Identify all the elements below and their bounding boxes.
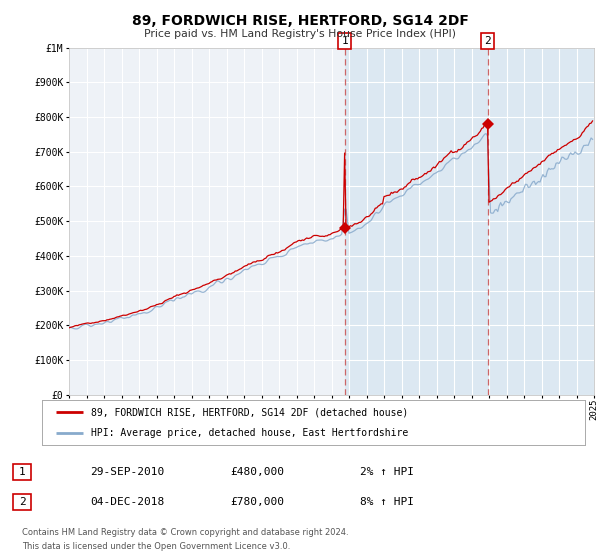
FancyBboxPatch shape — [13, 494, 31, 510]
Text: 1: 1 — [341, 36, 348, 46]
Text: 89, FORDWICH RISE, HERTFORD, SG14 2DF: 89, FORDWICH RISE, HERTFORD, SG14 2DF — [131, 14, 469, 28]
Text: £480,000: £480,000 — [230, 467, 284, 477]
Text: 2% ↑ HPI: 2% ↑ HPI — [360, 467, 414, 477]
Text: 89, FORDWICH RISE, HERTFORD, SG14 2DF (detached house): 89, FORDWICH RISE, HERTFORD, SG14 2DF (d… — [91, 408, 408, 418]
Text: HPI: Average price, detached house, East Hertfordshire: HPI: Average price, detached house, East… — [91, 428, 408, 438]
Bar — [344, 48, 594, 395]
Text: 29-SEP-2010: 29-SEP-2010 — [90, 467, 164, 477]
Text: £780,000: £780,000 — [230, 497, 284, 507]
Text: 2: 2 — [19, 497, 25, 507]
FancyBboxPatch shape — [13, 464, 31, 480]
Text: 04-DEC-2018: 04-DEC-2018 — [90, 497, 164, 507]
Text: 2: 2 — [484, 36, 491, 46]
Text: 8% ↑ HPI: 8% ↑ HPI — [360, 497, 414, 507]
Text: Price paid vs. HM Land Registry's House Price Index (HPI): Price paid vs. HM Land Registry's House … — [144, 29, 456, 39]
Text: This data is licensed under the Open Government Licence v3.0.: This data is licensed under the Open Gov… — [22, 542, 290, 550]
Text: 1: 1 — [19, 467, 25, 477]
Text: Contains HM Land Registry data © Crown copyright and database right 2024.: Contains HM Land Registry data © Crown c… — [22, 528, 349, 536]
